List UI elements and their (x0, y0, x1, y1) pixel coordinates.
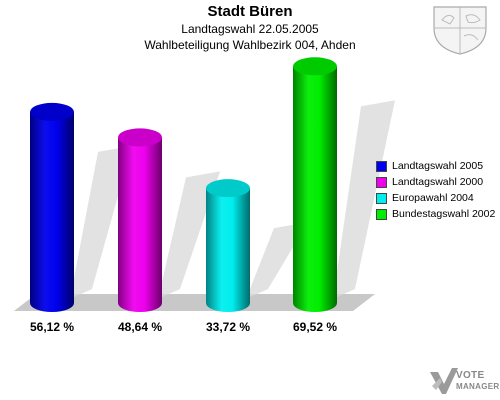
coat-of-arms-icon (433, 6, 487, 55)
chart-floor (14, 294, 375, 311)
bar-0 (30, 111, 74, 312)
bar-3 (293, 66, 337, 313)
legend-item: Europawahl 2004 (376, 190, 495, 206)
bar-shadow (333, 100, 395, 300)
legend-label: Landtagswahl 2000 (392, 176, 484, 188)
bar-cap-3 (293, 57, 337, 76)
chart-title: Stadt Büren (207, 3, 293, 20)
bar-1 (118, 137, 162, 312)
bar-shadow (158, 171, 220, 299)
legend-item: Landtagswahl 2005 (376, 158, 495, 174)
chart-subtitle-election: Landtagswahl 22.05.2005 (181, 22, 319, 36)
logo-text-manager: MANAGER (456, 382, 500, 391)
bar-shadow (70, 145, 132, 299)
bar-cap-0 (30, 102, 74, 121)
legend-swatch (376, 176, 387, 188)
value-label-0: 56,12 % (30, 320, 74, 334)
legend-item: Bundestagswahl 2002 (376, 206, 495, 222)
chart-subtitle-district: Wahlbeteiligung Wahlbezirk 004, Ahden (144, 38, 356, 52)
legend-swatch (376, 160, 387, 172)
bar-shadow (246, 222, 308, 299)
legend-item: Landtagswahl 2000 (376, 174, 495, 190)
bar-cap-2 (206, 179, 250, 198)
logo-text-vote: VOTE (456, 370, 485, 381)
bar-2 (206, 188, 250, 312)
legend-swatch (376, 208, 387, 220)
legend-swatch (376, 192, 387, 204)
value-label-2: 33,72 % (206, 320, 250, 334)
chart-legend: Landtagswahl 2005 Landtagswahl 2000 Europa… (376, 158, 495, 222)
vote-manager-logo-icon (430, 368, 458, 394)
legend-label: Europawahl 2004 (392, 192, 474, 204)
value-label-3: 69,52 % (293, 320, 337, 334)
value-label-1: 48,64 % (118, 320, 162, 334)
bar-cap-1 (118, 128, 162, 147)
legend-label: Landtagswahl 2005 (392, 160, 484, 172)
legend-label: Bundestagswahl 2002 (392, 208, 496, 220)
